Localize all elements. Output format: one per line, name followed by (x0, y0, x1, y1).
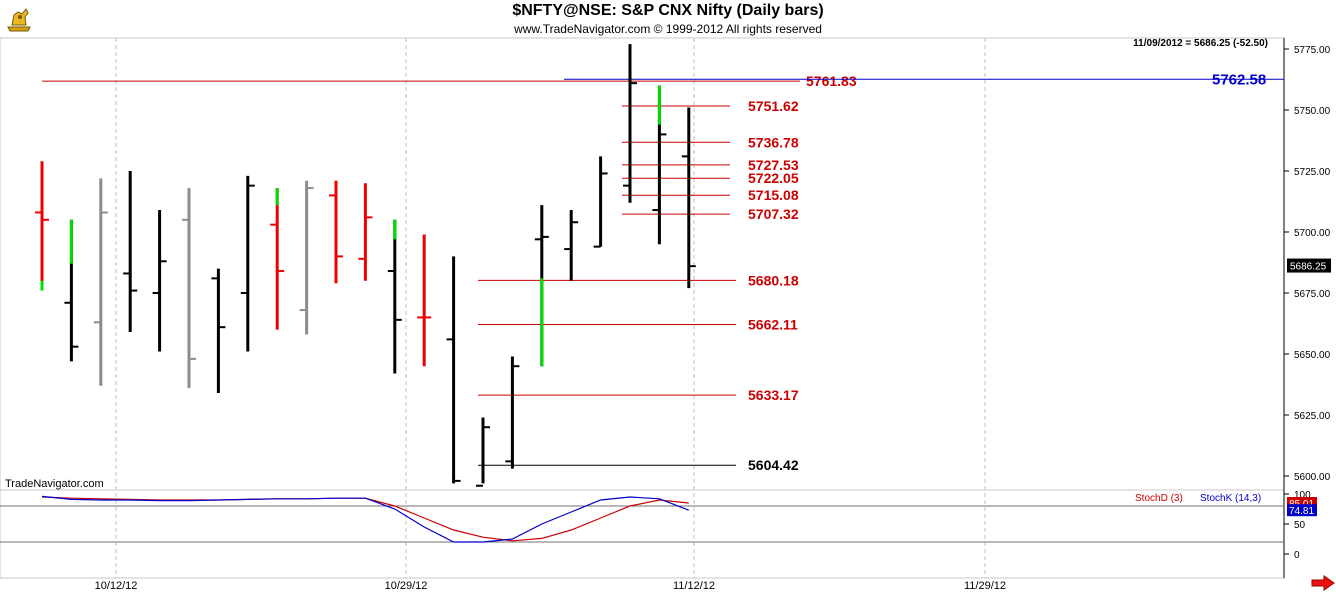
x-tick-label: 10/12/12 (95, 580, 138, 592)
level-label: 5751.62 (748, 98, 799, 114)
price-bar (417, 234, 432, 367)
y-tick-label: 5650.00 (1294, 350, 1331, 361)
price-bars (35, 44, 696, 487)
last-price-text: 5686.25 (1290, 262, 1327, 273)
level-label: 5715.08 (748, 187, 799, 203)
price-bar (446, 256, 461, 484)
price-bar (534, 205, 549, 367)
y-tick-label: 5700.00 (1294, 228, 1331, 239)
stoch-series-line (41, 495, 690, 543)
stoch-y-tick-label: 0 (1294, 550, 1300, 561)
chart-title: $NFTY@NSE: S&P CNX Nifty (Daily bars) (512, 2, 824, 19)
price-bar (387, 219, 402, 374)
copyright-text: www.TradeNavigator.com © 1999-2012 All r… (514, 22, 822, 36)
last-value-info: 11/09/2012 = 5686.25 (-52.50) (1133, 38, 1268, 49)
price-bar (35, 161, 49, 291)
level-label: 5761.83 (806, 73, 857, 89)
level-label: 5762.58 (1212, 71, 1266, 88)
price-bar (593, 156, 608, 248)
price-bar (240, 175, 255, 352)
last-price-tag (1287, 258, 1331, 273)
level-label: 5633.17 (748, 387, 799, 403)
axes: 10/12/12 10/29/12 11/12/12 11/29/12 5775.00 5… (95, 45, 1331, 592)
grid-lines (115, 38, 986, 578)
y-tick-label: 5750.00 (1294, 106, 1331, 117)
price-bar (476, 417, 490, 487)
level-label: 5736.78 (748, 134, 799, 150)
y-tick-label: 5675.00 (1294, 289, 1331, 300)
price-bar (505, 356, 520, 469)
bull-bear-trophy-icon (7, 8, 31, 32)
price-bar (270, 188, 285, 330)
y-tick-label: 5625.00 (1294, 411, 1331, 422)
price-bar (182, 188, 196, 389)
price-bar (123, 171, 138, 333)
level-label: 5722.05 (748, 170, 799, 186)
price-bar (211, 268, 226, 394)
price-bar (329, 180, 343, 284)
stoch-y-tick-label: 50 (1294, 520, 1306, 531)
level-label: 5680.18 (748, 272, 799, 288)
level-label: 5604.42 (748, 457, 799, 473)
red-right-arrow-icon[interactable] (1311, 575, 1335, 591)
price-bar (652, 85, 667, 245)
price-bar (564, 210, 579, 281)
x-tick-label: 11/12/12 (673, 580, 715, 592)
y-tick-label: 5725.00 (1294, 167, 1331, 178)
stoch-last-value: 74.81 (1289, 506, 1314, 517)
y-tick-label: 5600.00 (1294, 472, 1331, 483)
price-bar (93, 178, 108, 386)
stoch-last-tag (1287, 504, 1317, 517)
price-bar (358, 183, 373, 281)
price-bar (623, 44, 637, 203)
price-bar (299, 180, 314, 335)
price-bar (681, 107, 696, 289)
x-tick-label: 10/29/12 (385, 580, 428, 592)
level-label: 5707.32 (748, 206, 799, 222)
price-bar (152, 210, 167, 352)
x-tick-label: 11/29/12 (964, 580, 1006, 592)
legend-stochk: StochK (14,3) (1200, 493, 1261, 504)
watermark-text: TradeNavigator.com (5, 478, 104, 490)
level-label: 5662.11 (748, 316, 798, 332)
level-lines: 5761.83 5762.58 5751.62 5736.78 5727.535722.… (42, 71, 1284, 473)
stoch-y-tick-label: 100 (1294, 490, 1311, 501)
legend-stochd: StochD (3) (1135, 493, 1183, 504)
price-bar (64, 219, 79, 362)
level-label: 5727.53 (748, 157, 799, 173)
y-tick-label: 5775.00 (1294, 45, 1331, 56)
